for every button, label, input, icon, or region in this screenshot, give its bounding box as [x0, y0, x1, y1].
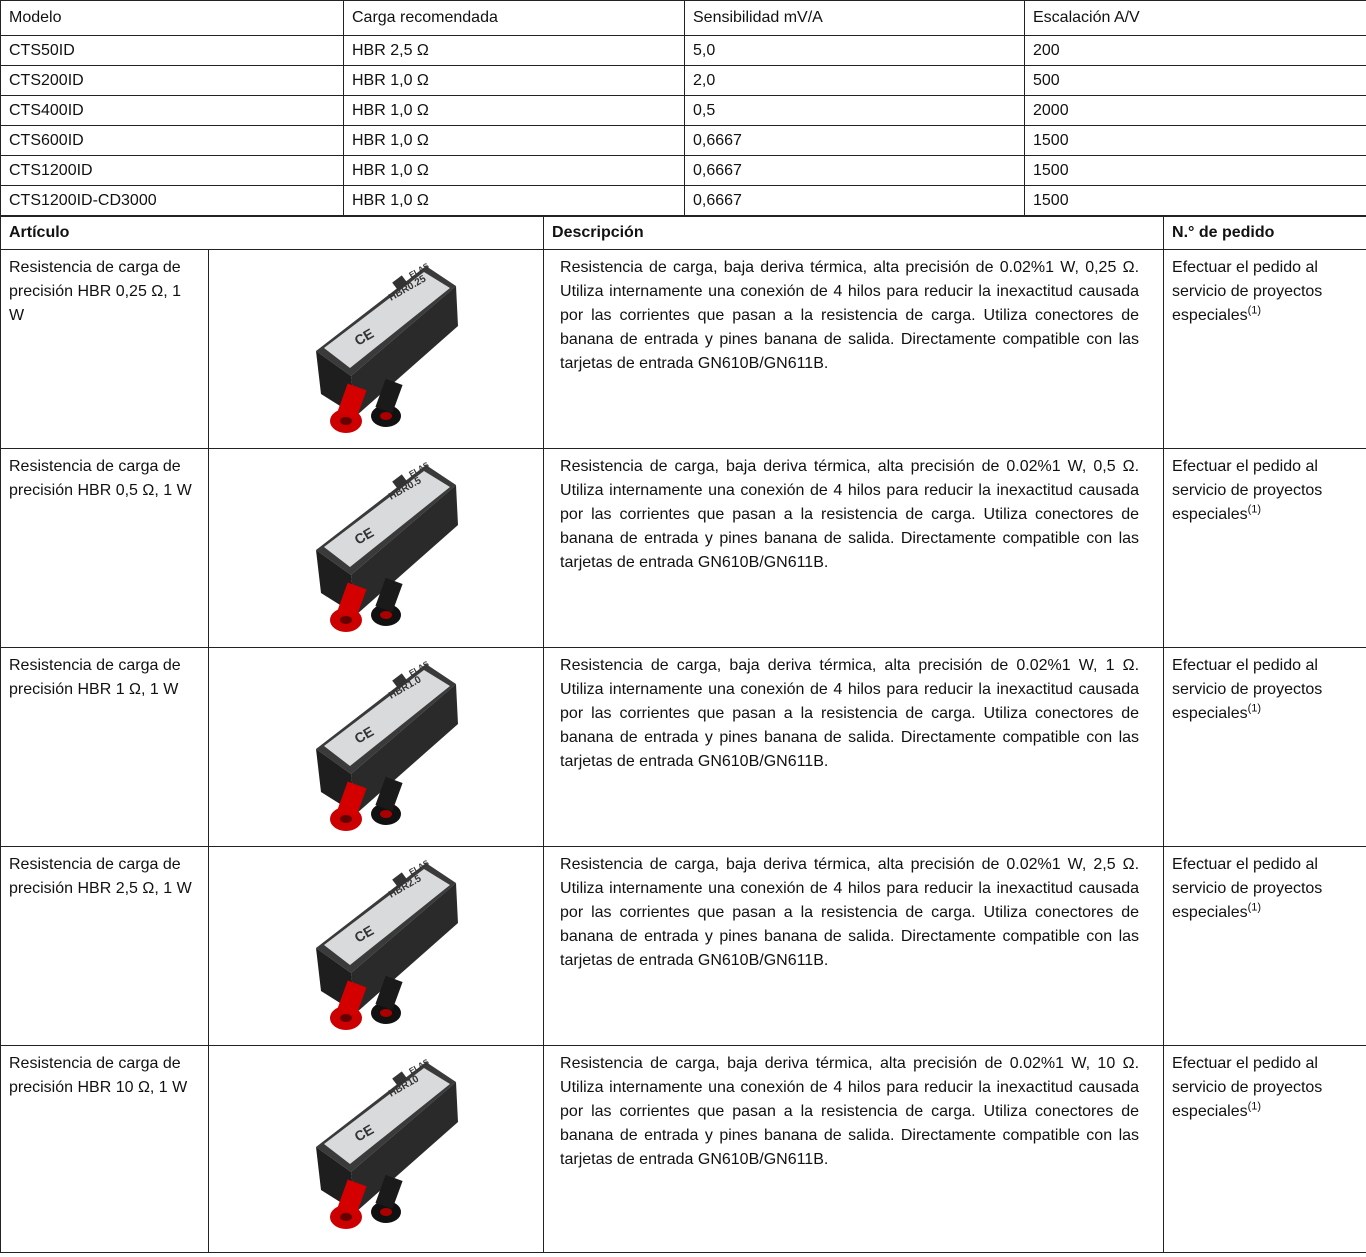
order-cell: Efectuar el pedido al servicio de proyec…	[1163, 647, 1366, 847]
order-cell: Efectuar el pedido al servicio de proyec…	[1163, 249, 1366, 449]
image-cell: ELAS HBR2.5 CE	[207, 846, 545, 1046]
article-cell: Resistencia de carga de precisión HBR 10…	[0, 1045, 209, 1253]
article-cell: Resistencia de carga de precisión HBR 2,…	[0, 846, 209, 1046]
table-row: CTS600ID HBR 1,0 Ω 0,6667 1500	[0, 125, 1366, 156]
table-cell: HBR 1,0 Ω	[343, 65, 685, 96]
table-cell: 0,6667	[684, 125, 1025, 156]
table-row: CTS1200ID-CD3000 HBR 1,0 Ω 0,6667 1500	[0, 185, 1366, 216]
header-cell: Sensibilidad mV/A	[684, 0, 1025, 36]
article-cell: Resistencia de carga de precisión HBR 1 …	[0, 647, 209, 847]
order-cell: Efectuar el pedido al servicio de proyec…	[1163, 1045, 1366, 1253]
table-row: CTS400ID HBR 1,0 Ω 0,5 2000	[0, 95, 1366, 126]
header-cell: Artículo	[0, 216, 545, 250]
table-cell: CTS400ID	[0, 95, 344, 126]
header-cell: Descripción	[543, 216, 1165, 250]
table-cell: HBR 1,0 Ω	[343, 185, 685, 216]
table-cell: CTS1200ID	[0, 155, 344, 186]
description-cell: Resistencia de carga, baja deriva térmic…	[543, 249, 1165, 449]
product-row: Resistencia de carga de precisión HBR 0,…	[0, 249, 1366, 449]
product-row: Resistencia de carga de precisión HBR 10…	[0, 1045, 1366, 1253]
header-cell: Modelo	[0, 0, 344, 36]
table-cell: 500	[1024, 65, 1366, 96]
order-text: Efectuar el pedido al servicio de proyec…	[1172, 259, 1323, 324]
footnote-ref: (1)	[1247, 503, 1262, 516]
order-cell: Efectuar el pedido al servicio de proyec…	[1163, 448, 1366, 648]
image-cell: ELAS HBR1.0 CE	[207, 647, 545, 847]
description-cell: Resistencia de carga, baja deriva térmic…	[543, 647, 1165, 847]
table-cell: CTS50ID	[0, 35, 344, 66]
table-cell: 2,0	[684, 65, 1025, 96]
table-cell: HBR 1,0 Ω	[343, 125, 685, 156]
order-text: Efectuar el pedido al servicio de proyec…	[1172, 657, 1323, 722]
table-cell: 2000	[1024, 95, 1366, 126]
order-text: Efectuar el pedido al servicio de proyec…	[1172, 458, 1323, 523]
footnote-ref: (1)	[1247, 1100, 1262, 1113]
table-cell: 0,5	[684, 95, 1025, 126]
model-table: Modelo Carga recomendada Sensibilidad mV/A…	[0, 0, 1366, 216]
header-row: Modelo Carga recomendada Sensibilidad mV/A…	[0, 0, 1366, 36]
table-cell: HBR 1,0 Ω	[343, 155, 685, 186]
table-cell: 0,6667	[684, 185, 1025, 216]
article-cell: Resistencia de carga de precisión HBR 0,…	[0, 249, 209, 449]
description-cell: Resistencia de carga, baja deriva térmic…	[543, 448, 1165, 648]
table-cell: 0,6667	[684, 155, 1025, 186]
table-cell: 200	[1024, 35, 1366, 66]
table-cell: 1500	[1024, 155, 1366, 186]
article-cell: Resistencia de carga de precisión HBR 0,…	[0, 448, 209, 648]
order-text: Efectuar el pedido al servicio de proyec…	[1172, 856, 1323, 921]
image-cell: ELAS HBR0.25 CE	[207, 249, 545, 449]
footnote-ref: (1)	[1247, 901, 1262, 914]
header-cell: Carga recomendada	[343, 0, 685, 36]
table-row: CTS200ID HBR 1,0 Ω 2,0 500	[0, 65, 1366, 96]
description-cell: Resistencia de carga, baja deriva térmic…	[543, 1045, 1165, 1253]
table-row: CTS1200ID HBR 1,0 Ω 0,6667 1500	[0, 155, 1366, 186]
footnote-ref: (1)	[1247, 702, 1262, 715]
table-cell: CTS1200ID-CD3000	[0, 185, 344, 216]
table-cell: 1500	[1024, 125, 1366, 156]
image-cell: ELAS HBR10 CE	[207, 1045, 545, 1253]
table-cell: 5,0	[684, 35, 1025, 66]
table-row: CTS50ID HBR 2,5 Ω 5,0 200	[0, 35, 1366, 66]
product-row: Resistencia de carga de precisión HBR 1 …	[0, 647, 1366, 847]
table-cell: HBR 1,0 Ω	[343, 95, 685, 126]
description-cell: Resistencia de carga, baja deriva térmic…	[543, 846, 1165, 1046]
header-cell: Escalación A/V	[1024, 0, 1366, 36]
order-text: Efectuar el pedido al servicio de proyec…	[1172, 1055, 1323, 1120]
order-cell: Efectuar el pedido al servicio de proyec…	[1163, 846, 1366, 1046]
product-table: Artículo Descripción N.° de pedido Resis…	[0, 216, 1366, 1253]
image-cell: ELAS HBR0.5 CE	[207, 448, 545, 648]
product-row: Resistencia de carga de precisión HBR 0,…	[0, 448, 1366, 648]
header-cell: N.° de pedido	[1163, 216, 1366, 250]
product-row: Resistencia de carga de precisión HBR 2,…	[0, 846, 1366, 1046]
table-cell: 1500	[1024, 185, 1366, 216]
footnote-ref: (1)	[1247, 304, 1262, 317]
table-cell: CTS600ID	[0, 125, 344, 156]
header-row: Artículo Descripción N.° de pedido	[0, 216, 1366, 250]
table-cell: HBR 2,5 Ω	[343, 35, 685, 66]
table-cell: CTS200ID	[0, 65, 344, 96]
